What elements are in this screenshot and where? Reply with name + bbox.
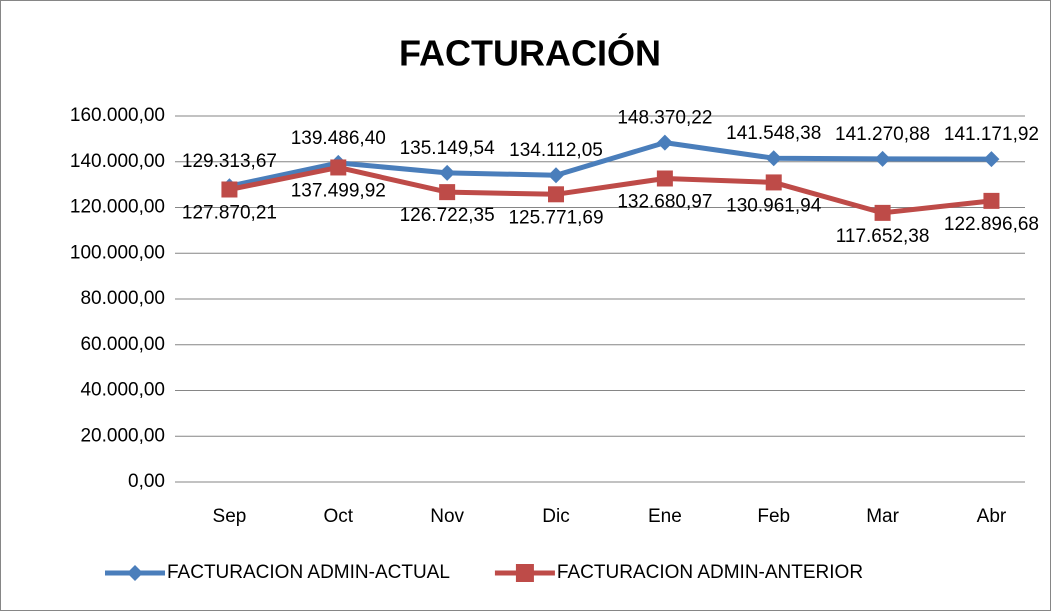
marker xyxy=(221,181,238,198)
x-tick-label: Feb xyxy=(757,506,790,527)
marker xyxy=(983,192,1000,209)
data-label: 141.548,38 xyxy=(726,123,821,144)
data-label: 148.370,22 xyxy=(617,108,712,129)
data-label: 141.171,92 xyxy=(944,124,1039,145)
series-line xyxy=(228,140,992,189)
data-label: 122.896,68 xyxy=(944,214,1039,235)
y-tick-label: 160.000,00 xyxy=(70,105,165,126)
marker xyxy=(656,170,673,187)
legend-marker xyxy=(515,564,534,582)
y-tick-label: 40.000,00 xyxy=(80,380,165,401)
marker xyxy=(439,184,456,201)
x-tick-label: Dic xyxy=(542,506,569,527)
y-tick-label: 140.000,00 xyxy=(70,151,165,172)
data-label: 139.486,40 xyxy=(291,128,386,149)
data-label: 137.499,92 xyxy=(291,180,386,201)
marker xyxy=(330,159,347,176)
marker xyxy=(765,150,782,167)
x-tick-label: Mar xyxy=(866,506,899,527)
data-label: 135.149,54 xyxy=(400,138,496,159)
x-tick-label: Ene xyxy=(648,506,682,527)
marker xyxy=(983,151,1000,168)
marker xyxy=(874,150,891,167)
marker xyxy=(548,167,565,184)
y-tick-label: 20.000,00 xyxy=(80,425,165,446)
data-label: 134.112,05 xyxy=(509,140,603,161)
x-tick-label: Nov xyxy=(430,506,464,527)
marker xyxy=(548,186,565,203)
data-label: 141.270,88 xyxy=(835,124,930,145)
series-line xyxy=(228,164,992,216)
data-label: 129.313,67 xyxy=(182,151,277,172)
chart-title: FACTURACIÓN xyxy=(399,32,661,74)
data-label: 132.680,97 xyxy=(617,192,712,213)
marker xyxy=(439,164,456,181)
x-tick-label: Abr xyxy=(977,506,1007,527)
data-label: 130.961,94 xyxy=(726,195,822,216)
legend-label: FACTURACION ADMIN-ANTERIOR xyxy=(557,562,863,583)
legend-marker xyxy=(127,565,143,581)
y-tick-label: 100.000,00 xyxy=(70,242,165,263)
marker xyxy=(874,204,891,221)
y-tick-label: 120.000,00 xyxy=(70,197,165,218)
x-tick-label: Sep xyxy=(213,506,247,527)
data-label: 125.771,69 xyxy=(508,207,603,228)
y-tick-label: 80.000,00 xyxy=(80,288,165,309)
data-label: 127.870,21 xyxy=(182,203,277,224)
y-tick-label: 60.000,00 xyxy=(80,334,165,355)
legend-label: FACTURACION ADMIN-ACTUAL xyxy=(167,562,450,583)
y-tick-label: 0,00 xyxy=(128,471,165,492)
data-label: 126.722,35 xyxy=(400,205,495,226)
data-label: 117.652,38 xyxy=(836,226,930,247)
marker xyxy=(765,174,782,191)
marker xyxy=(656,134,673,151)
x-tick-label: Oct xyxy=(324,506,354,527)
